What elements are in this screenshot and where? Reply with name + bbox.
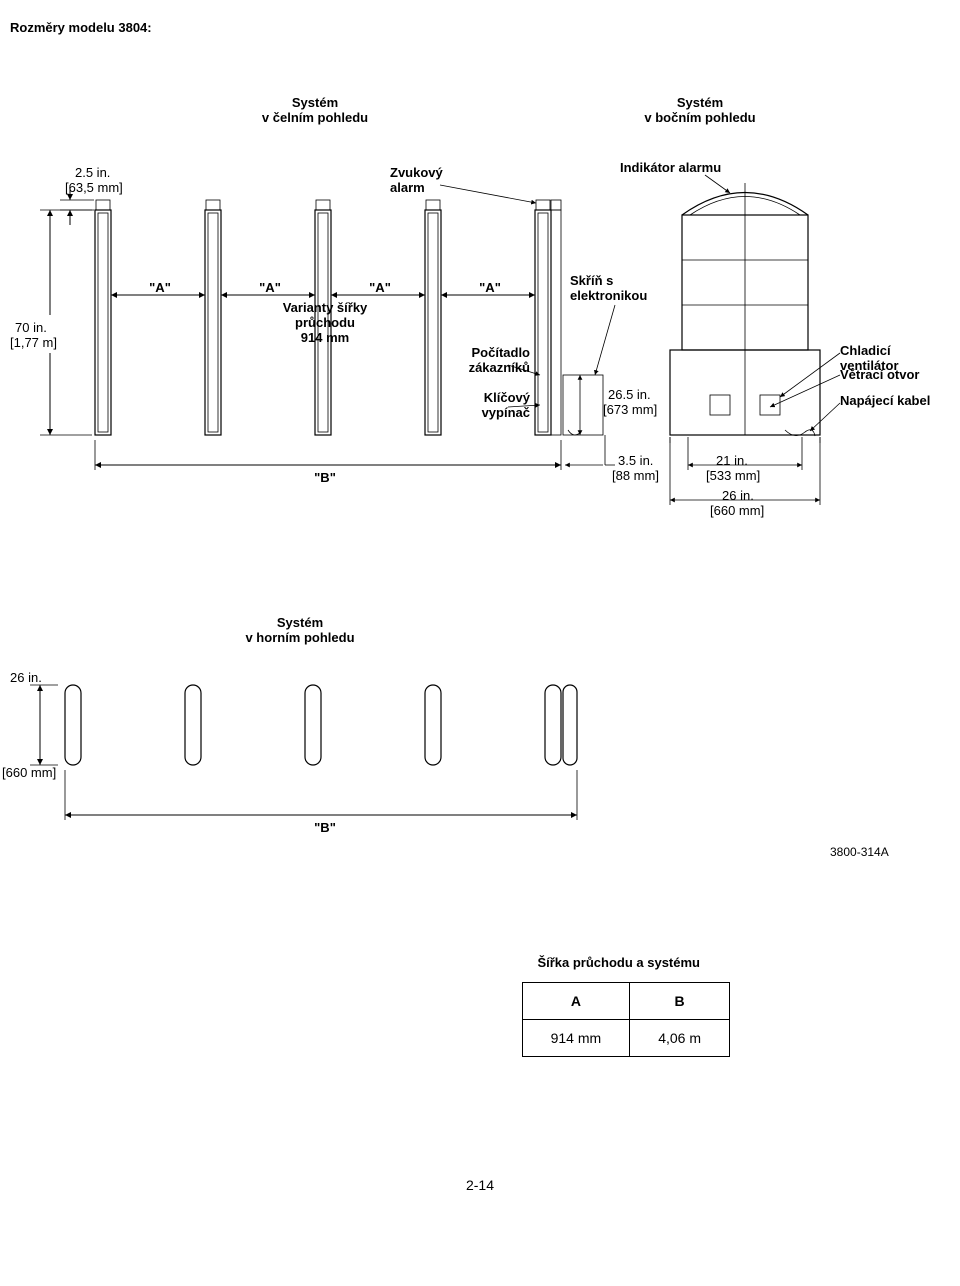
dimension-table-section: Šířka průchodu a systému A B 914 mm 4,06… <box>10 955 950 1057</box>
a-label-3: "A" <box>350 280 410 295</box>
table-title: Šířka průchodu a systému <box>537 955 730 970</box>
height-in: 70 in. <box>15 320 47 335</box>
side-heading-l2: v bočním pohledu <box>620 110 780 125</box>
keyswitch-l1: Klíčový <box>450 390 530 405</box>
top-heading-l2: v horním pohledu <box>210 630 390 645</box>
col-a-header: A <box>522 983 630 1020</box>
d265-mm: [673 mm] <box>603 402 657 417</box>
b-label-front: "B" <box>300 470 350 485</box>
ebox-l2: elektronikou <box>570 288 647 303</box>
front-heading-l2: v čelním pohledu <box>240 110 390 125</box>
val-a: 914 mm <box>522 1020 630 1057</box>
cap-dim-in: 2.5 in. <box>75 165 110 180</box>
side-pedestal <box>670 183 820 436</box>
height-mm: [1,77 m] <box>10 335 57 350</box>
top-view-svg <box>10 615 950 875</box>
vent-label: Větrací otvor <box>840 367 919 382</box>
top-heading: Systém v horním pohledu <box>210 615 390 645</box>
d21-in: 21 in. <box>716 453 748 468</box>
cap-dim-mm: [63,5 mm] <box>65 180 123 195</box>
ebox-l1: Skříň s <box>570 273 647 288</box>
a-label-1: "A" <box>130 280 190 295</box>
variants-l1: Varianty šířky <box>265 300 385 315</box>
side-heading-l1: Systém <box>620 95 780 110</box>
ebox: Skříň s elektronikou <box>570 273 647 303</box>
b-label-top: "B" <box>300 820 350 835</box>
page-title: Rozměry modelu 3804: <box>10 20 950 35</box>
page-number: 2-14 <box>10 1177 950 1193</box>
top-d26-in: 26 in. <box>10 670 42 685</box>
front-heading-l1: Systém <box>240 95 390 110</box>
d26-mm: [660 mm] <box>710 503 764 518</box>
d26-in: 26 in. <box>722 488 754 503</box>
counter: Počítadlo zákazníků <box>450 345 530 375</box>
a-label-4: "A" <box>460 280 520 295</box>
variants: Varianty šířky průchodu 914 mm <box>265 300 385 345</box>
val-b: 4,06 m <box>630 1020 730 1057</box>
front-side-diagram: Systém v čelním pohledu Systém v bočním … <box>10 75 950 575</box>
drawing-number: 3800-314A <box>830 845 889 859</box>
keyswitch: Klíčový vypínač <box>450 390 530 420</box>
variants-l3: 914 mm <box>265 330 385 345</box>
front-side-svg <box>10 75 950 575</box>
d265-in: 26.5 in. <box>608 387 651 402</box>
side-heading: Systém v bočním pohledu <box>620 95 780 125</box>
audio-alarm-l1: Zvukový <box>390 165 443 180</box>
power-label: Napájecí kabel <box>840 393 930 408</box>
variants-l2: průchodu <box>265 315 385 330</box>
dimension-table: A B 914 mm 4,06 m <box>522 982 730 1057</box>
d35-in: 3.5 in. <box>618 453 653 468</box>
keyswitch-l2: vypínač <box>450 405 530 420</box>
counter-l1: Počítadlo <box>450 345 530 360</box>
col-b-header: B <box>630 983 730 1020</box>
audio-alarm-l2: alarm <box>390 180 425 195</box>
front-heading: Systém v čelním pohledu <box>240 95 390 125</box>
top-heading-l1: Systém <box>210 615 390 630</box>
counter-l2: zákazníků <box>450 360 530 375</box>
d21-mm: [533 mm] <box>706 468 760 483</box>
d35-mm: [88 mm] <box>612 468 659 483</box>
visual-alarm: Indikátor alarmu <box>620 160 721 175</box>
top-d26-mm: [660 mm] <box>2 765 56 780</box>
a-label-2: "A" <box>240 280 300 295</box>
top-view-diagram: Systém v horním pohledu 26 in. [660 mm] … <box>10 615 950 875</box>
